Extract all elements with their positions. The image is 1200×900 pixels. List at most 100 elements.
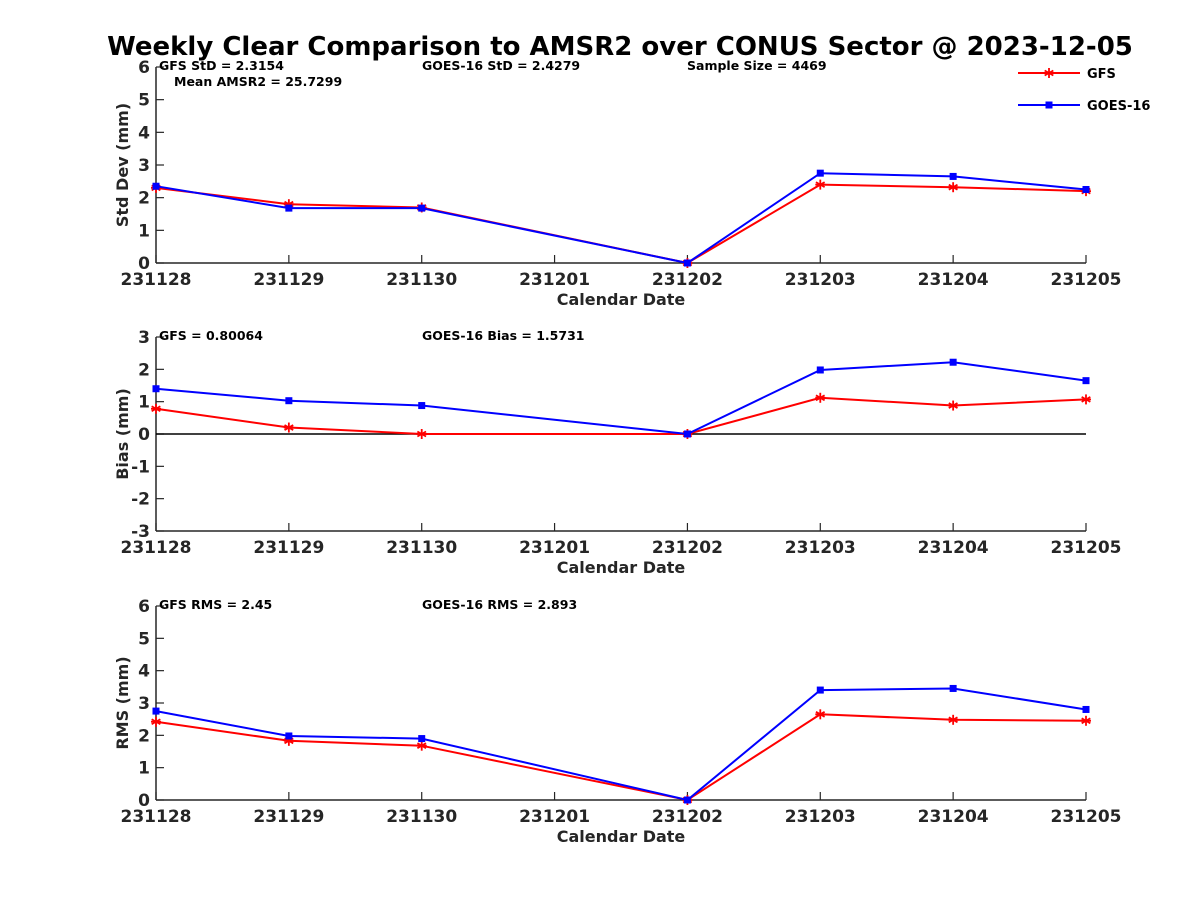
y-tick-label: 1 [138, 393, 150, 413]
data-point-goes [1082, 186, 1090, 193]
annotation-goes: GOES-16 Bias = 1.5731 [422, 328, 584, 343]
y-tick-label: 3 [138, 694, 150, 714]
x-tick-label: 231204 [918, 538, 989, 558]
annotation-gfs: GFS RMS = 2.45 [159, 597, 272, 612]
data-point-goes [816, 366, 824, 374]
y-axis-label: Bias (mm) [113, 388, 132, 480]
data-point-gfs [1081, 394, 1091, 405]
x-tick-label: 231130 [386, 270, 457, 290]
series-line-gfs [155, 396, 1087, 435]
x-tick-label: 231130 [386, 807, 457, 827]
data-point-goes [152, 385, 160, 393]
y-tick-label: 6 [138, 58, 150, 78]
data-point-gfs [151, 716, 161, 727]
data-point-goes [949, 172, 957, 180]
data-point-gfs [151, 403, 161, 414]
annotation-gfs: GFS = 0.80064 [159, 328, 263, 343]
data-point-gfs [815, 709, 826, 720]
data-point-goes [816, 686, 824, 694]
data-point-goes [1082, 705, 1090, 713]
legend-label-gfs: GFS [1087, 67, 1116, 82]
x-axis-label: Calendar Date [557, 558, 686, 577]
data-point-goes [418, 735, 426, 743]
annotation-goes: GOES-16 RMS = 2.893 [422, 597, 577, 612]
legend-marker-goes [1045, 101, 1053, 109]
y-tick-label: 2 [138, 360, 150, 380]
data-point-goes [285, 397, 293, 405]
x-tick-label: 231128 [121, 538, 192, 558]
data-point-goes [418, 402, 426, 410]
x-tick-label: 231205 [1051, 270, 1122, 290]
y-tick-label: 2 [138, 726, 150, 746]
y-tick-label: 1 [138, 759, 150, 779]
data-point-goes [285, 204, 293, 212]
panel-1: 0 1 2 3 4 5 6 231128 231129 231130 231201 231202 231… [113, 58, 1121, 309]
series-line-goes [155, 687, 1087, 802]
data-point-gfs [416, 429, 427, 439]
data-point-gfs [283, 422, 294, 433]
y-tick-label: -1 [131, 457, 150, 477]
data-point-goes [683, 430, 691, 438]
x-axis-label: Calendar Date [557, 290, 686, 309]
series-line-gfs [155, 713, 1087, 802]
y-tick-label: 3 [138, 328, 150, 348]
data-point-goes [949, 358, 957, 366]
data-point-goes [418, 204, 426, 212]
panel-3: 0 1 2 3 4 5 6 231128 231129 231130 231201 231202 231… [113, 597, 1121, 846]
y-tick-label: -3 [131, 522, 150, 542]
data-point-gfs [948, 182, 959, 193]
x-tick-label: 231128 [121, 270, 192, 290]
legend-marker-gfs [1044, 68, 1054, 78]
data-point-gfs [815, 392, 826, 403]
x-tick-label: 231201 [519, 270, 590, 290]
panel-2: -3 -2 -1 0 1 2 3 231128 231129 231130 231201 231202… [113, 328, 1121, 577]
x-tick-label: 231205 [1051, 807, 1122, 827]
x-tick-label: 231128 [121, 807, 192, 827]
y-tick-label: 5 [138, 629, 150, 649]
legend-label-goes: GOES-16 [1087, 99, 1150, 114]
x-tick-label: 231129 [253, 807, 324, 827]
data-point-goes [285, 732, 293, 740]
x-tick-label: 231205 [1051, 538, 1122, 558]
y-tick-label: 1 [138, 221, 150, 241]
data-point-goes [1082, 377, 1090, 385]
data-point-gfs [948, 714, 959, 725]
y-tick-label: 3 [138, 156, 150, 176]
x-tick-label: 231202 [652, 807, 723, 827]
y-axis-label: Std Dev (mm) [113, 103, 132, 227]
series-line-goes [155, 361, 1087, 436]
annotation-mean-amsr2: Mean AMSR2 = 25.7299 [174, 74, 342, 89]
series-line-gfs [155, 183, 1087, 265]
x-tick-label: 231204 [918, 270, 989, 290]
data-point-goes [683, 259, 691, 267]
y-tick-label: -2 [131, 490, 150, 510]
data-point-goes [816, 169, 824, 177]
y-tick-label: 2 [138, 189, 150, 209]
y-tick-label: 4 [138, 662, 150, 682]
x-tick-label: 231201 [519, 807, 590, 827]
annotation-goes: GOES-16 StD = 2.4279 [422, 58, 580, 73]
y-tick-label: 0 [138, 791, 150, 811]
data-point-gfs [815, 179, 826, 190]
data-point-goes [683, 796, 691, 804]
data-point-goes [949, 684, 957, 692]
annotation-sample-size: Sample Size = 4469 [687, 58, 827, 73]
data-point-gfs [948, 400, 959, 411]
chart-title: Weekly Clear Comparison to AMSR2 over CO… [107, 32, 1133, 62]
y-tick-label: 6 [138, 597, 150, 617]
y-tick-label: 0 [138, 425, 150, 445]
data-point-gfs [416, 740, 427, 751]
annotation-gfs: GFS StD = 2.3154 [159, 58, 284, 73]
data-point-goes [152, 182, 160, 190]
y-tick-label: 0 [138, 254, 150, 274]
x-tick-label: 231129 [253, 538, 324, 558]
x-tick-label: 231130 [386, 538, 457, 558]
data-point-gfs [1081, 715, 1091, 726]
x-tick-label: 231129 [253, 270, 324, 290]
y-axis-label: RMS (mm) [113, 656, 132, 749]
x-tick-label: 231203 [785, 807, 856, 827]
x-axis-label: Calendar Date [557, 827, 686, 846]
data-point-goes [152, 707, 160, 715]
